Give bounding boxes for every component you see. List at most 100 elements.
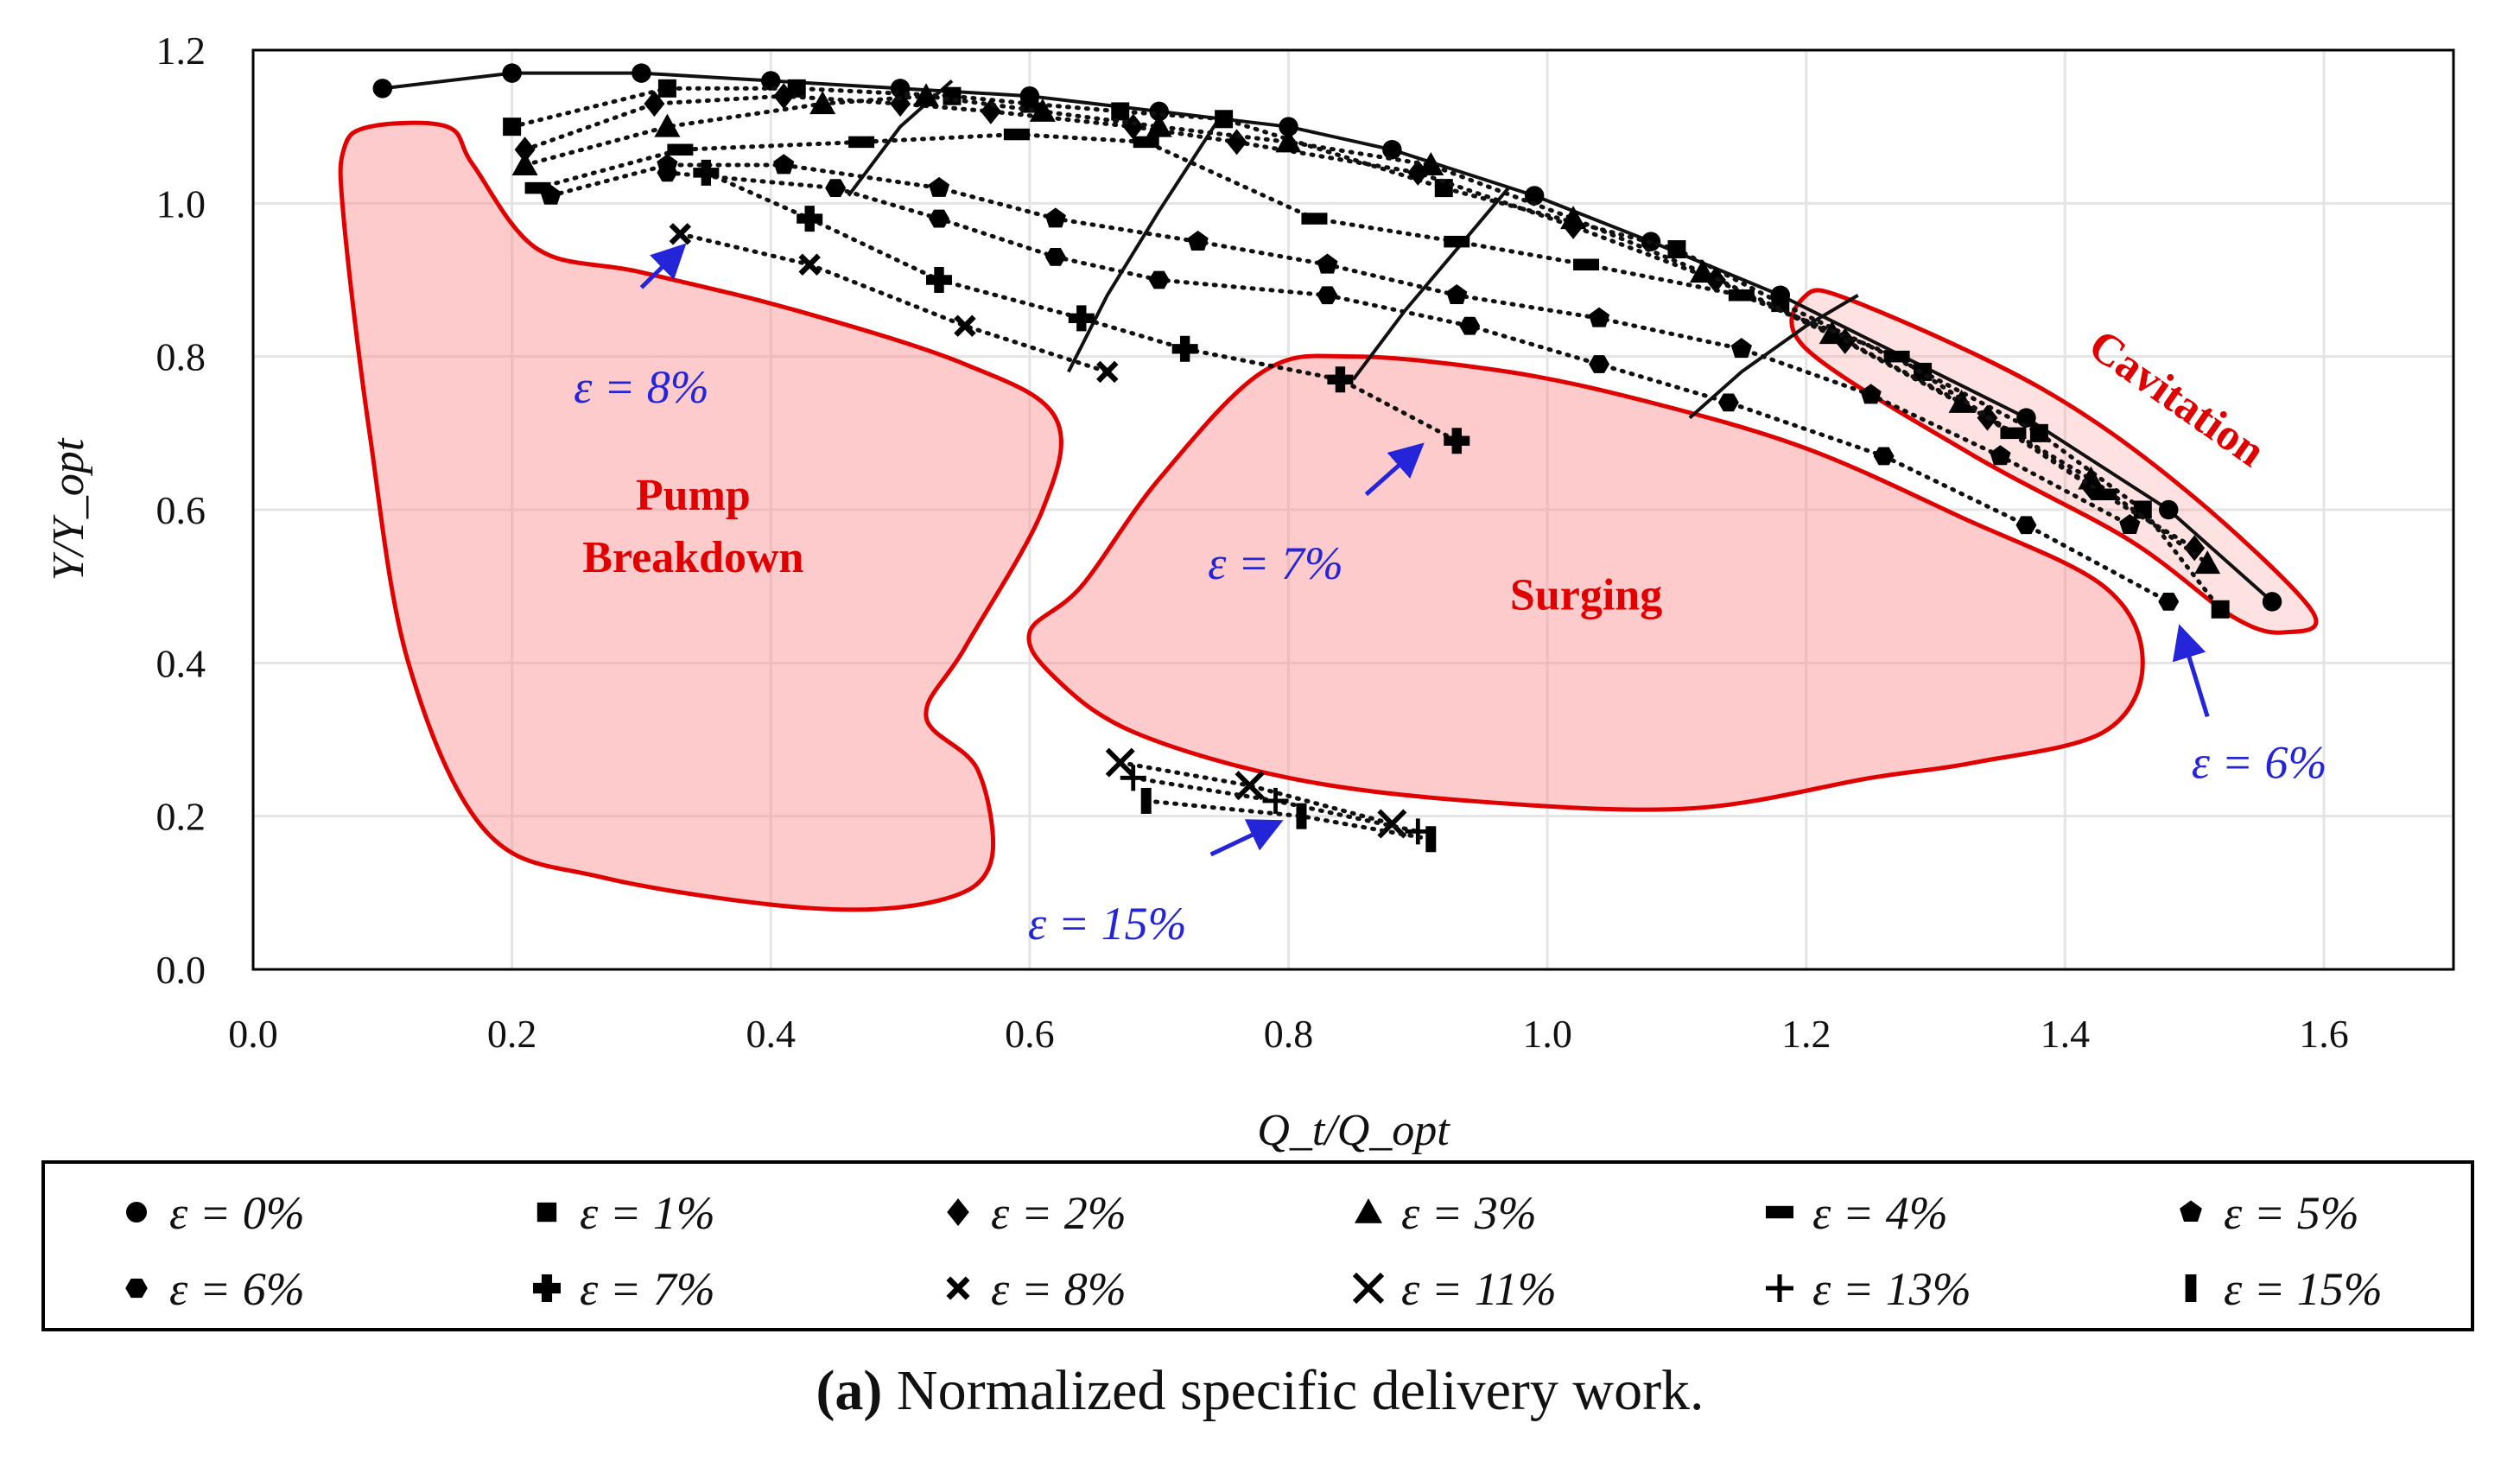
locus-c bbox=[1351, 187, 1510, 381]
data-point bbox=[503, 118, 522, 137]
data-point bbox=[2091, 488, 2117, 501]
data-point bbox=[1418, 152, 1444, 175]
data-point bbox=[1171, 335, 1198, 362]
data-point bbox=[954, 314, 976, 337]
data-point bbox=[1279, 117, 1298, 137]
data-point bbox=[913, 83, 940, 107]
data-point bbox=[657, 79, 676, 98]
pump-breakdown-label: Pump bbox=[636, 471, 751, 520]
data-point bbox=[1122, 113, 1144, 140]
data-point bbox=[1444, 428, 1470, 454]
series-7 bbox=[693, 159, 1470, 454]
x-tick-label: 0.4 bbox=[746, 1012, 797, 1056]
data-point bbox=[1560, 206, 1587, 230]
data-point bbox=[1990, 445, 2011, 466]
y-tick-label: 0.8 bbox=[156, 335, 206, 379]
series-11 bbox=[1140, 787, 1437, 853]
annotation-label: ε = 6% bbox=[2192, 737, 2327, 789]
series-4 bbox=[524, 128, 2117, 501]
series-group bbox=[372, 63, 2282, 853]
data-point bbox=[2184, 535, 2206, 562]
series-6 bbox=[657, 163, 2180, 611]
data-point bbox=[2016, 408, 2036, 428]
data-point bbox=[1301, 213, 1328, 225]
legend-label: ε = 2% bbox=[991, 1187, 1127, 1239]
data-point bbox=[1148, 270, 1170, 289]
data-point bbox=[1860, 384, 1882, 404]
data-point bbox=[1133, 136, 1159, 149]
data-point bbox=[1524, 186, 1545, 206]
legend-label: ε = 0% bbox=[169, 1187, 305, 1239]
data-point bbox=[1215, 110, 1234, 129]
pump-breakdown-label: Breakdown bbox=[582, 533, 803, 582]
data-point bbox=[372, 79, 393, 98]
data-point bbox=[667, 143, 694, 156]
series-8 bbox=[669, 223, 1119, 384]
data-point bbox=[1044, 207, 1066, 228]
series-line bbox=[677, 232, 1110, 374]
data-point bbox=[1873, 447, 1895, 466]
data-point bbox=[773, 83, 795, 110]
data-point bbox=[540, 184, 562, 205]
data-point bbox=[1446, 283, 1468, 305]
y-axis-title: Υ/Υ_opt bbox=[44, 437, 93, 581]
legend-item: ε = 5% bbox=[2180, 1187, 2359, 1239]
y-tick-label: 0.2 bbox=[156, 795, 206, 839]
legend: ε = 0% ε = 1% ε = 2% ε = 3% ε = 4% ε = 5% ε = … bbox=[41, 1160, 2474, 1331]
legend-label: ε = 11% bbox=[1401, 1263, 1557, 1315]
legend-item: ε = 7% bbox=[533, 1263, 715, 1315]
data-point bbox=[809, 91, 836, 115]
data-point bbox=[1730, 338, 1752, 359]
data-point bbox=[1459, 316, 1481, 335]
annotation-arrow bbox=[1364, 442, 1425, 497]
legend-label: ε = 5% bbox=[2224, 1187, 2359, 1239]
x-tick-label: 1.6 bbox=[2299, 1012, 2349, 1056]
data-point bbox=[2194, 550, 2221, 575]
series-line bbox=[664, 170, 2171, 604]
data-point bbox=[1689, 259, 1716, 283]
data-point bbox=[511, 152, 538, 175]
data-point bbox=[1425, 826, 1437, 853]
legend-item: ε = 13% bbox=[1766, 1263, 1971, 1315]
y-tick-label: 0.0 bbox=[156, 948, 206, 992]
legend-item: ε = 3% bbox=[1355, 1187, 1537, 1239]
legend-marker bbox=[1766, 1274, 1793, 1302]
y-tick-label: 1.0 bbox=[156, 181, 206, 225]
axis-titles: Q_t/Q_opt Υ/Υ_opt bbox=[44, 437, 1450, 1155]
annotation-label: ε = 15% bbox=[1028, 898, 1187, 950]
data-point bbox=[2000, 427, 2027, 440]
data-point bbox=[761, 71, 781, 91]
annotation-arrow bbox=[639, 243, 687, 289]
legend-label: ε = 3% bbox=[1401, 1187, 1537, 1239]
data-point bbox=[926, 267, 953, 293]
data-point bbox=[1111, 102, 1130, 121]
data-point bbox=[1667, 240, 1686, 259]
legend-label: ε = 6% bbox=[169, 1263, 305, 1315]
data-point bbox=[787, 79, 806, 98]
data-point bbox=[1883, 350, 1910, 363]
pump-breakdown-region bbox=[338, 120, 1063, 912]
data-point bbox=[1589, 355, 1610, 373]
annotation-arrow bbox=[2172, 624, 2210, 718]
legend-item: ε = 11% bbox=[1352, 1263, 1557, 1315]
data-point bbox=[1140, 787, 1152, 814]
x-tick-label: 0.6 bbox=[1005, 1012, 1055, 1056]
surging-label: Surging bbox=[1510, 570, 1662, 619]
data-point bbox=[1717, 393, 1739, 412]
data-point bbox=[1588, 307, 1610, 327]
data-point bbox=[1235, 771, 1265, 801]
data-point bbox=[644, 91, 665, 118]
data-point bbox=[1096, 360, 1119, 384]
data-point bbox=[1003, 128, 1030, 141]
series-10 bbox=[1120, 765, 1431, 845]
x-axis-title: Q_t/Q_opt bbox=[1257, 1106, 1450, 1155]
y-tick-label: 0.6 bbox=[156, 488, 206, 532]
axis-ticks: 0.0 0.2 0.4 0.6 0.8 1.0 1.2 1.4 1.6 0.0 0.2 0.4 0.6 0… bbox=[156, 29, 2349, 1056]
x-tick-label: 1.0 bbox=[1522, 1012, 1572, 1056]
data-point bbox=[773, 154, 795, 175]
annotations: ε = 8% ε = 7% ε = 6% ε = 15% bbox=[574, 243, 2327, 950]
data-point bbox=[657, 163, 678, 182]
legend-item: ε = 0% bbox=[126, 1187, 305, 1239]
legend-marker bbox=[946, 1276, 970, 1300]
